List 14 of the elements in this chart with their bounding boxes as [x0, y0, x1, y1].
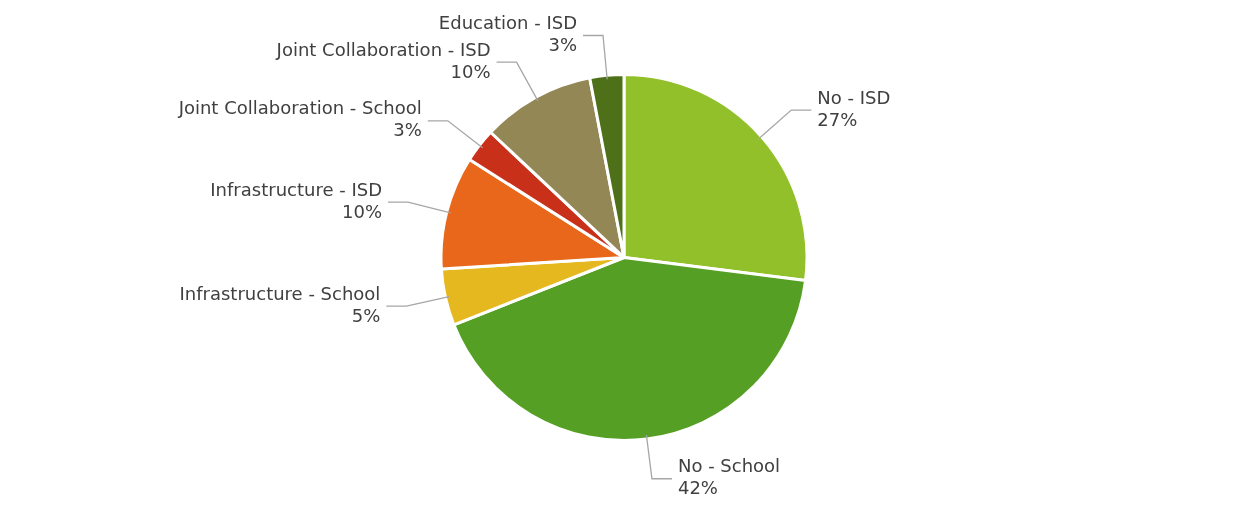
- slice-label: Infrastructure - ISD: [210, 178, 383, 200]
- data-label: 10%: [341, 200, 383, 222]
- slice-label: Joint Collaboration - School: [177, 97, 422, 119]
- data-label: 3%: [548, 34, 578, 56]
- slice-label: Education - ISD: [438, 12, 578, 34]
- data-label: 5%: [351, 304, 381, 326]
- slice-label: No - ISD: [817, 86, 891, 108]
- data-label: 3%: [393, 119, 422, 141]
- data-label: 10%: [450, 60, 491, 82]
- data-label: 27%: [817, 108, 858, 130]
- slice-label: Infrastructure - School: [179, 282, 381, 304]
- slice-label: Joint Collaboration - ISD: [275, 38, 491, 60]
- data-label: 42%: [677, 477, 718, 499]
- slice-label: No - School: [677, 455, 781, 477]
